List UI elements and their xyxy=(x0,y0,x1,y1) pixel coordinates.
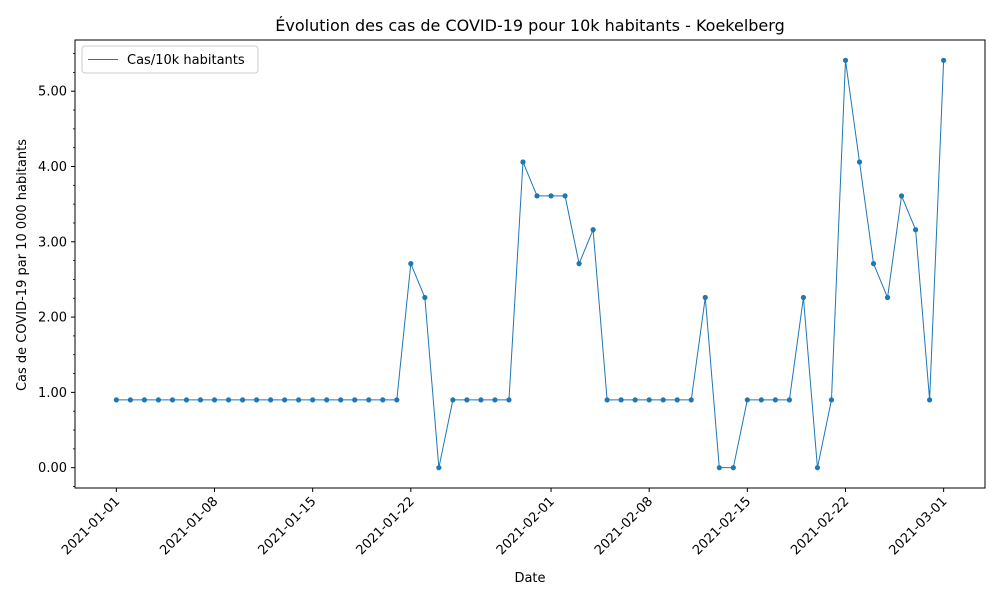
y-tick-label: 0.00 xyxy=(38,461,67,476)
data-point xyxy=(506,397,512,403)
data-point xyxy=(450,397,456,403)
data-point xyxy=(422,294,428,301)
data-point xyxy=(884,294,891,301)
y-tick-label: 3.00 xyxy=(38,235,67,250)
data-point xyxy=(772,397,778,403)
data-point xyxy=(394,397,400,403)
data-point xyxy=(814,465,821,471)
data-point xyxy=(632,397,638,403)
data-point xyxy=(268,397,274,403)
data-point xyxy=(141,397,148,403)
data-point xyxy=(436,465,442,471)
data-point xyxy=(197,397,204,403)
data-point xyxy=(758,397,764,403)
data-point xyxy=(492,397,498,403)
data-point xyxy=(282,397,288,403)
y-tick-label: 5.00 xyxy=(38,85,67,100)
data-point xyxy=(716,465,722,471)
data-point xyxy=(534,193,540,199)
data-point xyxy=(660,397,666,403)
data-point xyxy=(744,397,750,403)
data-point xyxy=(408,261,414,267)
data-point xyxy=(702,294,708,301)
x-axis-label: Date xyxy=(514,571,545,586)
data-point xyxy=(225,397,232,403)
y-tick-label: 2.00 xyxy=(38,311,67,326)
data-point xyxy=(912,227,919,233)
legend-box xyxy=(81,45,259,74)
data-point xyxy=(380,397,386,403)
data-point xyxy=(338,397,344,403)
data-point xyxy=(618,397,624,403)
data-point xyxy=(324,397,330,403)
data-point xyxy=(941,57,947,63)
data-point xyxy=(310,397,316,403)
data-point xyxy=(842,57,849,63)
data-point xyxy=(478,397,484,403)
data-point xyxy=(800,294,807,301)
data-point xyxy=(674,397,680,403)
data-point xyxy=(604,397,610,403)
legend-label: Cas/10k habitants xyxy=(127,53,245,68)
legend: Cas/10k habitants xyxy=(81,45,259,74)
y-axis-label: Cas de COVID-19 par 10 000 habitants xyxy=(15,139,30,391)
data-point xyxy=(856,159,863,165)
data-point xyxy=(927,397,933,403)
chart-title: Évolution des cas de COVID-19 pour 10k h… xyxy=(275,16,784,35)
data-point xyxy=(239,397,246,403)
data-point xyxy=(464,397,470,403)
data-point xyxy=(576,261,582,267)
data-point xyxy=(366,397,372,403)
data-point xyxy=(183,397,190,403)
y-tick-label: 4.00 xyxy=(38,160,67,175)
data-point xyxy=(253,397,260,403)
y-tick-label: 1.00 xyxy=(38,386,67,401)
data-point xyxy=(127,397,133,403)
data-point xyxy=(786,397,793,403)
data-point xyxy=(113,397,119,403)
data-point xyxy=(211,397,218,403)
data-point xyxy=(562,193,568,199)
data-point xyxy=(169,397,176,403)
data-point xyxy=(898,193,905,199)
data-point xyxy=(590,227,596,233)
data-point xyxy=(520,159,526,165)
plot-frame xyxy=(74,39,986,489)
data-point xyxy=(155,397,162,403)
data-point xyxy=(548,193,554,199)
data-point xyxy=(296,397,302,403)
data-point xyxy=(646,397,652,403)
data-point xyxy=(730,465,736,471)
data-point xyxy=(688,397,694,403)
data-point xyxy=(352,397,358,403)
data-point xyxy=(828,397,835,403)
data-point xyxy=(870,261,877,267)
